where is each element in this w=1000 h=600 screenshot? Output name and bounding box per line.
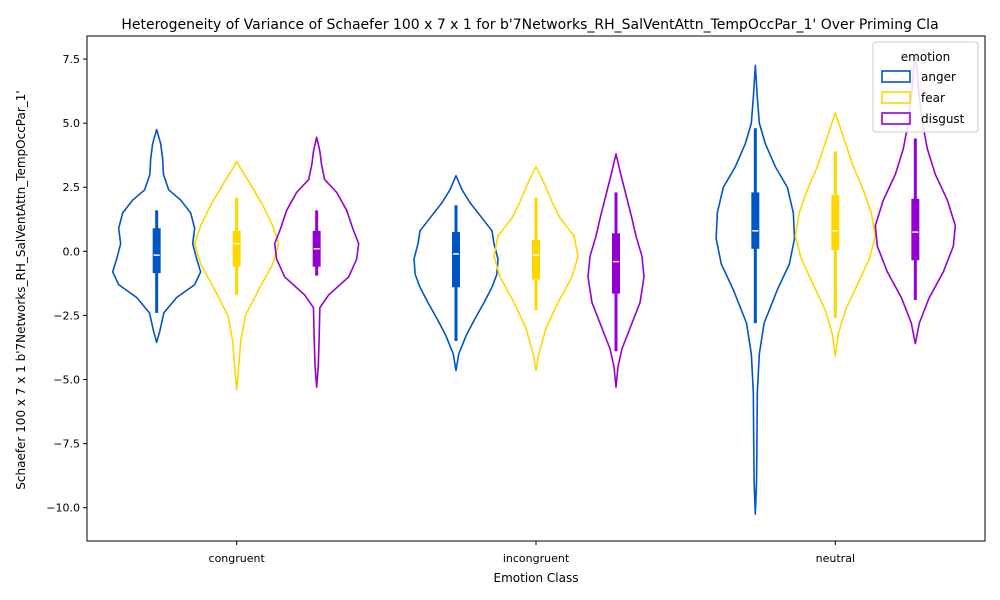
legend-item-fear: fear [881, 91, 945, 105]
violin-outline [111, 128, 202, 344]
violin-iqr-box [152, 228, 161, 274]
x-tick-label: incongruent [503, 552, 570, 565]
x-tick-label: congruent [209, 552, 266, 565]
y-tick-label: −10.0 [46, 502, 80, 515]
violin-outline [413, 174, 499, 372]
violin-outline [715, 64, 796, 515]
legend-item-disgust: disgust [881, 112, 965, 126]
violin-iqr-box [612, 233, 620, 294]
legend-swatch [881, 70, 911, 83]
y-axis-label: Schaefer 100 x 7 x 1 b'7Networks_RH_SalV… [14, 90, 28, 489]
violin-disgust-incongruent [587, 153, 645, 388]
violin-outline [794, 112, 877, 358]
violin-outline [193, 160, 280, 391]
legend-label: fear [921, 91, 945, 105]
violin-fear-congruent [193, 160, 280, 391]
violin-fear-neutral [794, 112, 877, 358]
legend: emotion anger fear disgust [872, 41, 979, 133]
violin-anger-neutral [715, 64, 796, 515]
violin-iqr-box [232, 230, 241, 267]
legend-box [872, 41, 979, 133]
violin-outline [587, 153, 645, 388]
y-tick-label: −2.5 [53, 309, 80, 322]
violin-iqr-box [452, 232, 460, 288]
y-tick-label: 7.5 [63, 53, 81, 66]
violin-outline [273, 136, 360, 388]
y-tick-label: −7.5 [53, 438, 80, 451]
y-tick-label: 2.5 [63, 181, 81, 194]
violin-anger-congruent [111, 128, 202, 344]
violin-iqr-box [911, 198, 920, 261]
violin-disgust-congruent [273, 136, 360, 388]
y-tick-label: 5.0 [63, 117, 81, 130]
chart-title: Heterogeneity of Variance of Schaefer 10… [121, 17, 938, 33]
legend-swatch [881, 112, 911, 125]
legend-label: anger [921, 70, 956, 84]
legend-item-anger: anger [881, 70, 956, 84]
violin-iqr-box [831, 194, 840, 251]
plot-area [111, 53, 957, 515]
violin-fear-incongruent [493, 165, 579, 372]
y-tick-label: −5.0 [53, 374, 80, 387]
y-tick-label: 0.0 [63, 245, 81, 258]
legend-title: emotion [901, 50, 950, 64]
legend-swatch [881, 91, 911, 104]
violin-anger-incongruent [413, 174, 499, 372]
x-axis-label: Emotion Class [494, 571, 579, 585]
axes: −10.0 −7.5 −5.0 −2.5 0.0 2.5 5.0 7.5 congruent in… [46, 35, 986, 565]
violin-outline [493, 165, 579, 372]
violin-iqr-box [532, 239, 540, 280]
violin-iqr-box [751, 192, 760, 249]
x-tick-label: neutral [816, 552, 855, 565]
legend-label: disgust [921, 112, 965, 126]
